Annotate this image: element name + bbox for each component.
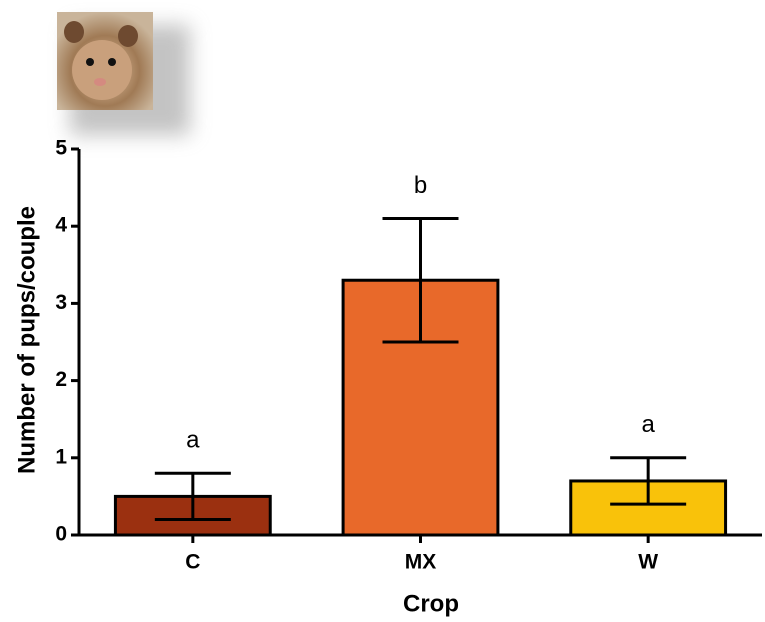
- y-axis-label: Number of pups/couple: [13, 206, 40, 474]
- annotation: a: [186, 427, 200, 454]
- x-tick-label: C: [185, 551, 200, 574]
- y-tick-label: 4: [55, 214, 67, 237]
- error-bar: [382, 216, 459, 344]
- x-axis-label: Crop: [403, 590, 459, 617]
- x-tick-label: MX: [405, 551, 437, 574]
- y-tick-label: 3: [55, 291, 67, 314]
- y-tick-label: 5: [55, 137, 67, 160]
- annotation: b: [414, 172, 427, 199]
- y-tick-label: 2: [55, 368, 67, 391]
- error-bar: [610, 456, 687, 506]
- y-tick-label: 0: [55, 523, 67, 546]
- error-bar: [154, 471, 231, 522]
- annotation: a: [641, 411, 655, 438]
- photo: [57, 12, 190, 135]
- y-tick-label: 1: [55, 445, 67, 468]
- x-tick-label: W: [638, 551, 658, 574]
